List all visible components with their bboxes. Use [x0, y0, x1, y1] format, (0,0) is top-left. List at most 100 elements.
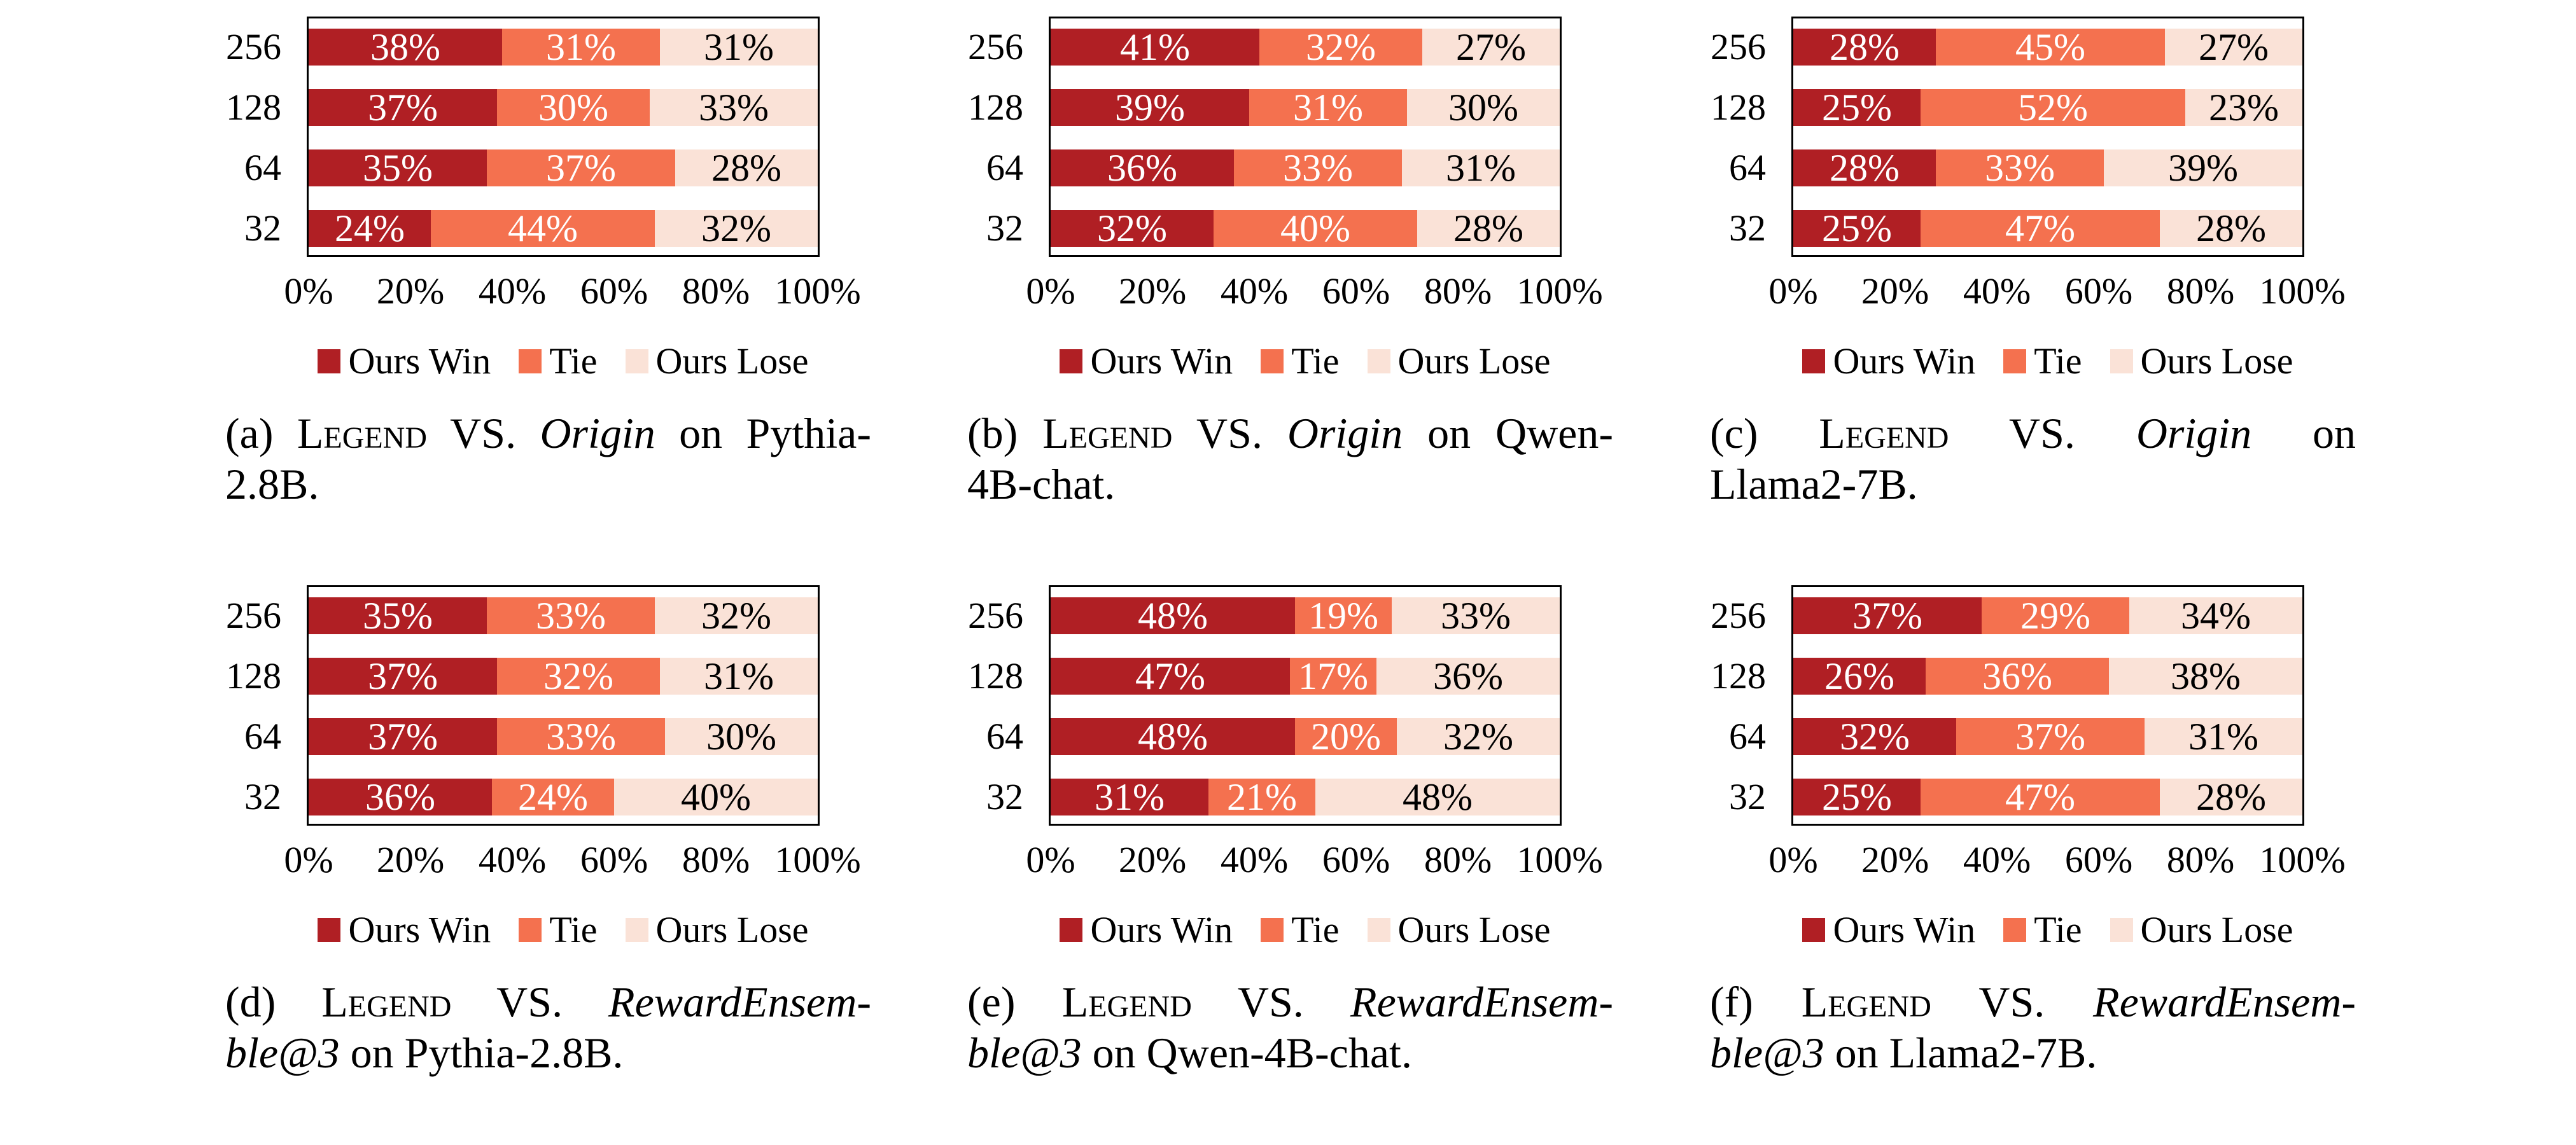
bar-value-label: 30%	[538, 87, 608, 128]
bar-value-label: 33%	[1441, 595, 1511, 637]
plot-frame: 38% 31% 31% 37% 30% 33% 35% 37% 28% 24% 44% 32%	[307, 17, 820, 257]
bar-value-label: 31%	[1446, 147, 1516, 189]
bar-row-32: 31% 21% 48%	[1051, 778, 1560, 816]
x-axis-tick: 20%	[1861, 839, 1929, 880]
legend-label: Tie	[549, 909, 598, 950]
x-axis-tick: 20%	[1118, 270, 1187, 312]
x-axis-tick: 40%	[1220, 839, 1289, 880]
x-axis-tick: 80%	[1424, 270, 1492, 312]
y-axis-label: 128	[968, 87, 1023, 128]
x-axis-tick: 60%	[2064, 270, 2133, 312]
y-axis-label: 128	[968, 655, 1023, 697]
legend-swatch-ours-lose	[625, 918, 648, 942]
legend: Ours Win Tie Ours Lose	[1051, 341, 1560, 382]
bar-value-label: 26%	[1824, 655, 1894, 697]
bar-value-label: 37%	[368, 655, 438, 697]
legend-label: Ours Win	[1090, 909, 1233, 950]
bar-segment-ours-win: 41%	[1051, 28, 1259, 66]
legend-swatch-tie	[1261, 349, 1284, 373]
bar-value-label: 28%	[2196, 776, 2266, 818]
bar-segment-ours-win: 28%	[1793, 28, 1936, 66]
bar-segment-tie: 52%	[1921, 88, 2185, 127]
bar-segment-tie: 33%	[487, 597, 655, 635]
bar-segment-ours-lose: 31%	[1402, 147, 1560, 189]
bar-value-label: 25%	[1822, 207, 1892, 249]
bar-segment-tie: 33%	[497, 718, 665, 756]
bar-segment-ours-lose: 38%	[2109, 657, 2302, 695]
plot-frame: 41% 32% 27% 39% 31% 30% 36% 33% 31% 32% 40% 28%	[1049, 17, 1562, 257]
caption-line: (b) Legend VS. Origin on Qwen-	[967, 408, 1613, 459]
x-axis-tick: 100%	[1516, 839, 1603, 880]
bar-segment-ours-lose: 32%	[655, 209, 818, 247]
bar-segment-ours-lose: 33%	[1392, 595, 1560, 637]
caption-text: Legend	[1801, 978, 1931, 1026]
bar-value-label: 30%	[1448, 87, 1518, 128]
bar-segment-ours-win: 37%	[309, 88, 497, 127]
legend-swatch-ours-lose	[2110, 918, 2133, 942]
legend: Ours Win Tie Ours Lose	[1793, 341, 2302, 382]
legend-swatch-ours-lose	[2110, 349, 2133, 373]
bar-row-64: 48% 20% 32%	[1051, 718, 1560, 756]
bar-value-label: 40%	[681, 776, 751, 818]
x-axis-tick: 80%	[1424, 839, 1492, 880]
bar-segment-tie: 44%	[431, 207, 655, 249]
bar-segment-ours-lose: 33%	[650, 88, 818, 127]
legend: Ours Win Tie Ours Lose	[309, 910, 818, 950]
bar-value-label: 47%	[1135, 655, 1205, 697]
caption-text: ble@3	[225, 1029, 340, 1077]
subfigure-b: 256 128 64 32 41% 32% 27% 39% 31% 30% 36% 33% 31% 32%…	[967, 17, 1613, 576]
y-axis-label: 256	[226, 26, 281, 67]
legend-label: Ours Win	[1090, 340, 1233, 382]
bar-value-label: 36%	[1107, 147, 1177, 189]
x-axis-tick: 100%	[774, 270, 861, 312]
bar-segment-ours-lose: 31%	[660, 657, 818, 695]
bar-segment-ours-win: 35%	[309, 149, 487, 187]
bar-row-32: 32% 40% 28%	[1051, 209, 1560, 247]
bar-segment-tie: 31%	[1249, 88, 1407, 127]
figure-caption: (c) Legend VS. Origin on Llama2-7B.	[1710, 408, 2356, 510]
x-axis-tick: 100%	[1516, 270, 1603, 312]
bar-segment-tie: 33%	[1936, 147, 2104, 189]
caption-text: (e)	[967, 978, 1062, 1026]
x-axis-tick: 100%	[2259, 270, 2346, 312]
bar-segment-ours-win: 37%	[309, 718, 497, 756]
legend-swatch-tie	[2003, 349, 2027, 373]
x-axis-tick: 40%	[1963, 270, 2031, 312]
legend-swatch-tie	[519, 349, 542, 373]
bar-value-label: 24%	[335, 207, 405, 249]
legend-swatch-tie	[519, 918, 542, 942]
legend-label: Tie	[2034, 340, 2082, 382]
bar-value-label: 33%	[1985, 147, 2055, 189]
legend-item-ours-lose: Ours Lose	[2110, 341, 2293, 382]
legend-label: Ours Win	[1833, 340, 1976, 382]
bar-row-256: 38% 31% 31%	[309, 28, 818, 66]
y-axis-label: 128	[1711, 87, 1766, 128]
caption-line: ble@3 on Qwen-4B-chat.	[967, 1027, 1613, 1078]
bar-segment-ours-lose: 31%	[660, 28, 818, 66]
legend-label: Tie	[549, 340, 598, 382]
legend-label: Ours Lose	[655, 340, 809, 382]
legend: Ours Win Tie Ours Lose	[309, 341, 818, 382]
bar-segment-ours-win: 48%	[1051, 718, 1295, 756]
figure-caption: (b) Legend VS. Origin on Qwen- 4B-chat.	[967, 408, 1613, 510]
x-axis-tick: 40%	[478, 270, 547, 312]
bar-row-32: 25% 47% 28%	[1793, 776, 2302, 818]
bar-value-label: 25%	[1822, 776, 1892, 818]
legend-item-ours-win: Ours Win	[1802, 341, 1975, 382]
figure-caption: (a) Legend VS. Origin on Pythia- 2.8B.	[225, 408, 871, 510]
bar-segment-tie: 32%	[497, 657, 660, 695]
legend-swatch-tie	[2003, 918, 2027, 942]
bar-value-label: 44%	[508, 207, 578, 249]
bar-segment-ours-win: 35%	[309, 597, 487, 635]
bar-segment-ours-lose: 27%	[1422, 28, 1560, 66]
legend: Ours Win Tie Ours Lose	[1793, 910, 2302, 950]
caption-text: Llama2-7B.	[1710, 460, 1918, 508]
bar-row-128: 37% 30% 33%	[309, 87, 818, 128]
x-axis-tick: 20%	[376, 839, 445, 880]
legend-label: Tie	[1291, 909, 1340, 950]
legend-swatch-ours-win	[1802, 349, 1826, 373]
caption-text: 2.8B.	[225, 460, 319, 508]
x-axis-tick: 80%	[2166, 839, 2235, 880]
bar-segment-ours-lose: 36%	[1376, 657, 1560, 695]
bar-row-256: 41% 32% 27%	[1051, 28, 1560, 66]
